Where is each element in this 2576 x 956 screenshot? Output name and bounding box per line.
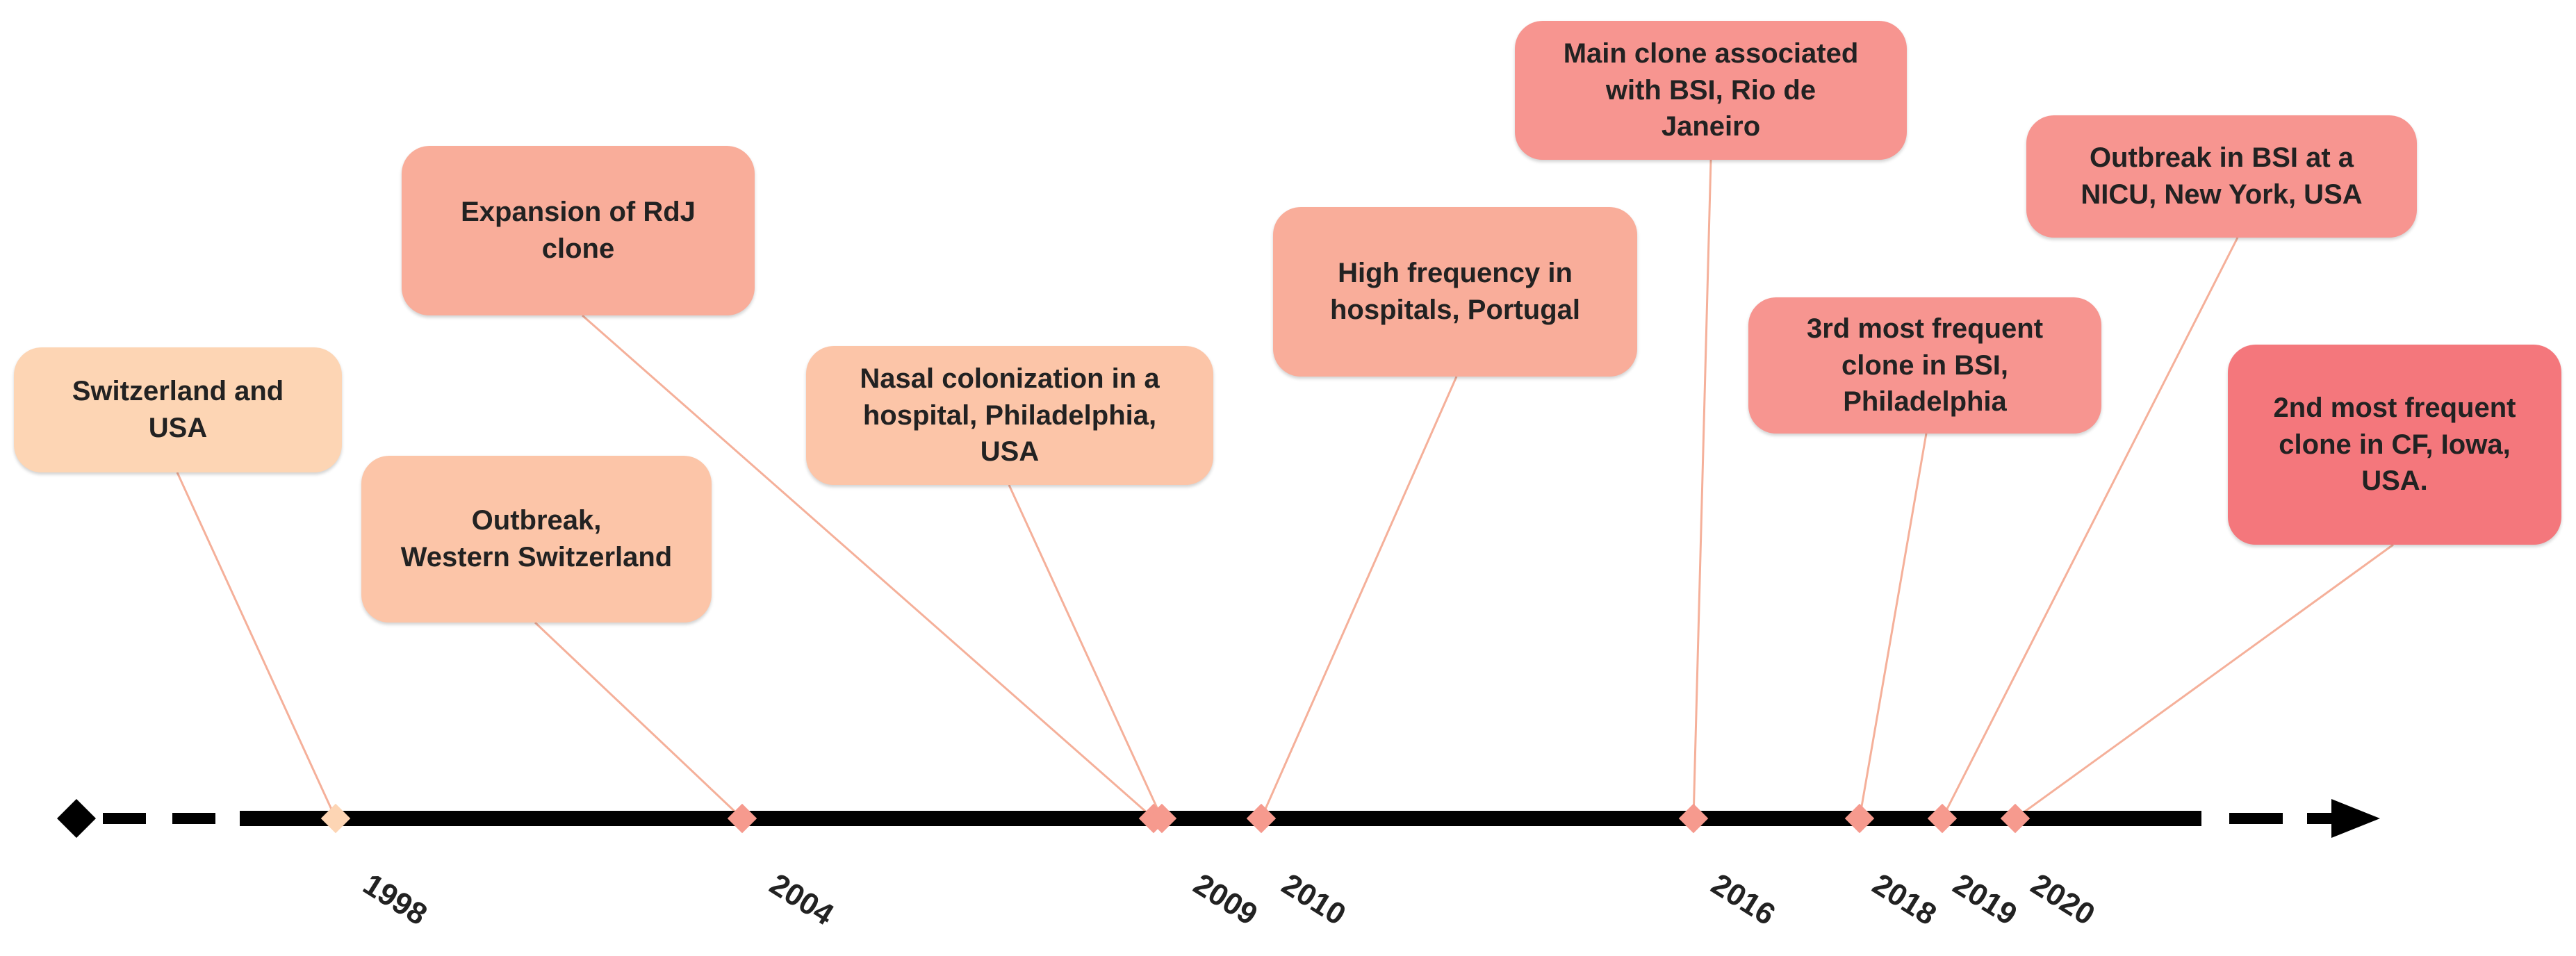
event-label: Switzerland and USA bbox=[72, 376, 284, 443]
connector-2009a bbox=[582, 314, 1154, 820]
event-box-2009a: Expansion of RdJ clone bbox=[402, 146, 755, 315]
event-box-2010: High frequency in hospitals, Portugal bbox=[1273, 207, 1637, 377]
connector-2018 bbox=[1858, 433, 1928, 819]
event-label: High frequency in hospitals, Portugal bbox=[1329, 258, 1581, 325]
connector-2009b bbox=[1008, 484, 1163, 819]
connector-2020 bbox=[2015, 543, 2394, 820]
event-box-2018: 3rd most frequent clone in BSI, Philadelph… bbox=[1748, 297, 2101, 434]
event-box-2009b: Nasal colonization in a hospital, Philade… bbox=[806, 346, 1213, 485]
year-markers bbox=[320, 803, 2031, 834]
event-box-2004: Outbreak, Western Switzerland bbox=[361, 456, 712, 623]
marker-2004 bbox=[727, 803, 757, 834]
timeline-axis bbox=[57, 799, 2380, 838]
marker-2016 bbox=[1678, 803, 1709, 834]
marker-2019 bbox=[1927, 803, 1958, 834]
marker-2009b bbox=[1147, 803, 1177, 834]
marker-1998 bbox=[320, 803, 351, 834]
marker-2018 bbox=[1844, 803, 1875, 834]
connector-2016 bbox=[1692, 159, 1712, 819]
event-label: Outbreak, Western Switzerland bbox=[400, 505, 673, 572]
axis-start-diamond bbox=[57, 799, 96, 838]
connector-2019 bbox=[1941, 237, 2239, 819]
axis-arrow-head bbox=[2331, 799, 2380, 838]
connector-lines bbox=[176, 159, 2394, 820]
event-box-2020: 2nd most frequent clone in CF, Iowa, USA. bbox=[2228, 345, 2561, 545]
event-label: 3rd most frequent clone in BSI, Philadelph… bbox=[1806, 313, 2044, 418]
event-box-1998: Switzerland and USA bbox=[14, 347, 342, 472]
event-box-2019: Outbreak in BSI at a NICU, New York, USA bbox=[2026, 115, 2417, 238]
event-label: Outbreak in BSI at a NICU, New York, USA bbox=[2081, 142, 2363, 210]
event-box-2016: Main clone associated with BSI, Rio de Jan… bbox=[1515, 21, 1907, 160]
event-label: Expansion of RdJ clone bbox=[461, 197, 696, 264]
event-label: Main clone associated with BSI, Rio de Jan… bbox=[1563, 38, 1859, 142]
connector-2004 bbox=[534, 621, 744, 820]
connector-1998 bbox=[176, 472, 337, 819]
connector-2010 bbox=[1260, 376, 1458, 819]
event-label: Nasal colonization in a hospital, Philade… bbox=[860, 363, 1160, 468]
event-label: 2nd most frequent clone in CF, Iowa, USA. bbox=[2273, 392, 2516, 497]
marker-2010 bbox=[1246, 803, 1277, 834]
marker-2020 bbox=[2000, 803, 2031, 834]
